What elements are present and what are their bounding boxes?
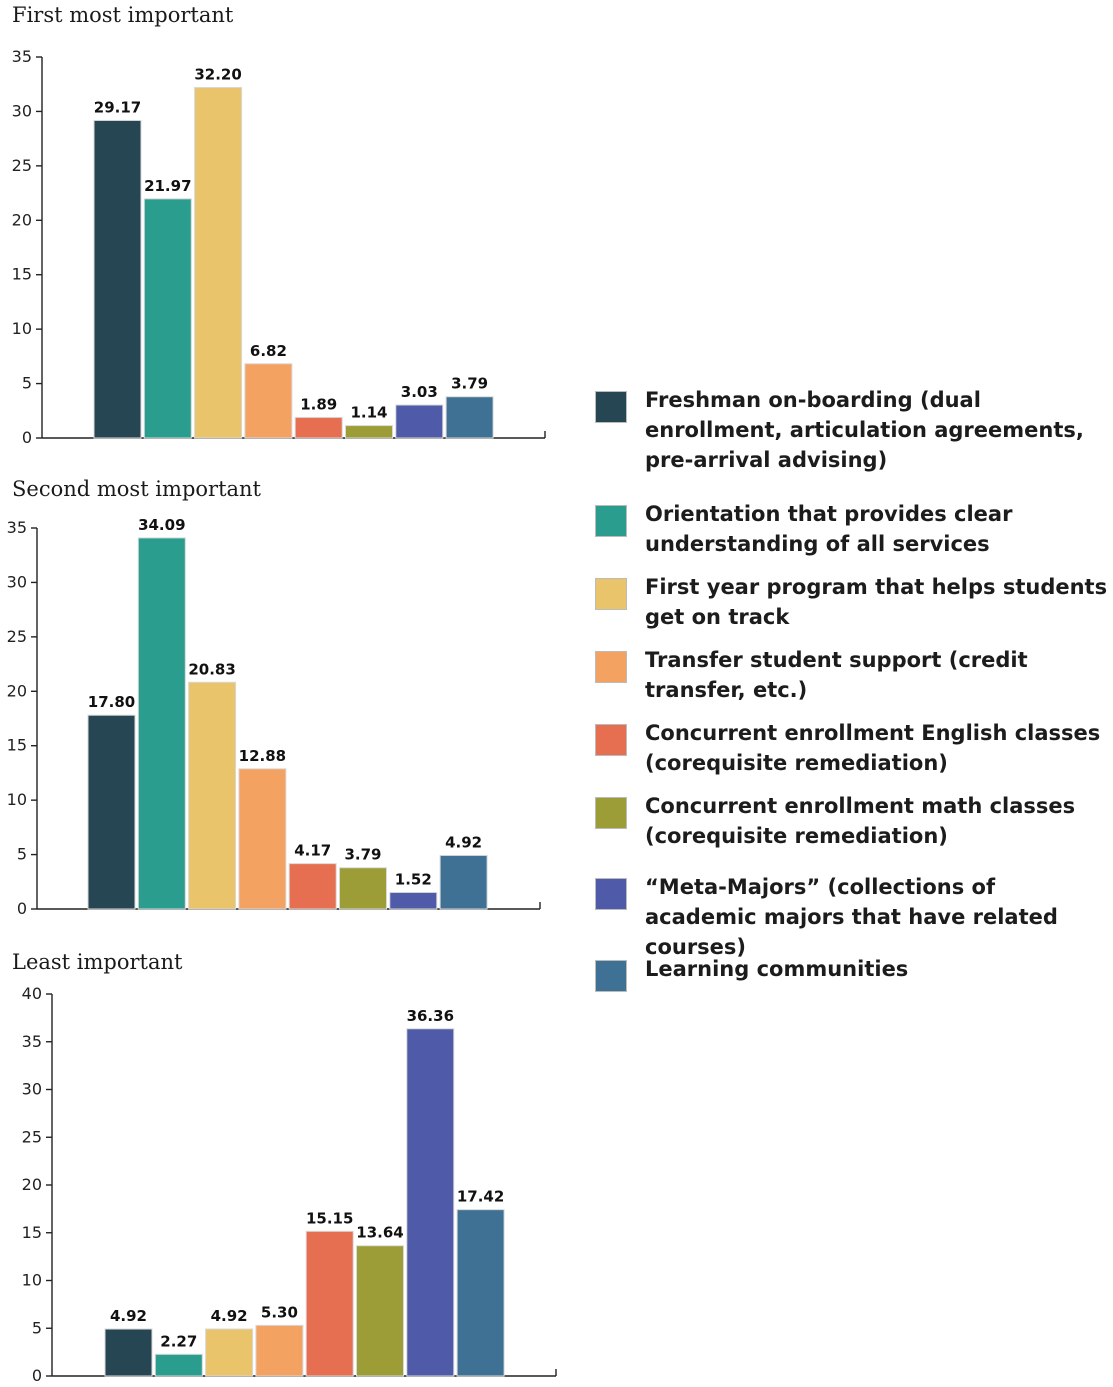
legend-label: Transfer student support (credit transfe… xyxy=(645,648,1028,702)
legend-swatch xyxy=(595,797,627,829)
data-label: 4.92 xyxy=(211,1307,248,1325)
bar xyxy=(93,119,142,439)
bar xyxy=(244,363,293,439)
data-label: 3.03 xyxy=(401,383,438,401)
data-label: 2.27 xyxy=(160,1332,197,1350)
chart-title: Second most important xyxy=(12,477,262,501)
y-tick-label: 20 xyxy=(7,681,27,700)
bar xyxy=(288,863,337,910)
y-tick-label: 5 xyxy=(22,374,32,393)
bar xyxy=(294,416,343,439)
y-tick-label: 25 xyxy=(12,156,32,175)
y-tick-label: 30 xyxy=(12,101,32,120)
bar xyxy=(356,1245,404,1377)
y-tick-label: 25 xyxy=(22,1127,42,1146)
legend-swatch xyxy=(595,505,627,537)
bar xyxy=(445,396,494,439)
data-label: 4.92 xyxy=(110,1307,147,1325)
data-label: 1.52 xyxy=(395,870,432,888)
y-tick-label: 15 xyxy=(12,265,32,284)
y-tick-label: 0 xyxy=(32,1366,42,1385)
data-label: 21.97 xyxy=(144,177,191,195)
y-tick-label: 30 xyxy=(7,572,27,591)
data-label: 6.82 xyxy=(250,342,287,360)
chart-title: Least important xyxy=(12,950,183,974)
y-tick-label: 10 xyxy=(22,1271,42,1290)
bar xyxy=(305,1230,354,1377)
legend-label: Freshman on-boarding (dual enrollment, a… xyxy=(645,388,1084,472)
legend-swatch xyxy=(595,724,627,756)
bar xyxy=(406,1028,455,1377)
bar xyxy=(154,1353,203,1377)
data-label: 4.92 xyxy=(445,833,482,851)
data-label: 12.88 xyxy=(239,747,286,765)
legend-label: First year program that helps students g… xyxy=(645,575,1108,629)
y-tick-label: 35 xyxy=(7,518,27,537)
data-label: 36.36 xyxy=(407,1007,454,1025)
data-label: 4.17 xyxy=(294,842,331,860)
bar xyxy=(439,854,488,910)
bar xyxy=(255,1324,304,1377)
data-label: 17.42 xyxy=(457,1188,504,1206)
bar xyxy=(143,198,192,439)
bar xyxy=(456,1209,505,1377)
y-tick-label: 35 xyxy=(12,47,32,66)
bar xyxy=(188,681,237,910)
data-label: 32.20 xyxy=(194,65,241,83)
bar xyxy=(345,425,393,439)
y-tick-label: 20 xyxy=(22,1175,42,1194)
y-tick-label: 15 xyxy=(7,736,27,755)
bar xyxy=(87,714,136,910)
y-tick-label: 0 xyxy=(22,428,32,447)
y-tick-label: 5 xyxy=(17,845,27,864)
y-tick-label: 40 xyxy=(22,984,42,1003)
y-tick-label: 15 xyxy=(22,1223,42,1242)
y-tick-label: 25 xyxy=(7,627,27,646)
data-label: 29.17 xyxy=(94,98,141,116)
data-label: 3.79 xyxy=(344,846,381,864)
legend-swatch xyxy=(595,391,627,423)
bar xyxy=(194,86,243,439)
data-label: 34.09 xyxy=(138,516,185,534)
legend-swatch xyxy=(595,878,627,910)
data-label: 13.64 xyxy=(356,1224,403,1242)
data-label: 20.83 xyxy=(188,660,235,678)
charts-canvas: First most important 0 5 10 15 20 25 30 35 29.17 2… xyxy=(7,3,557,1385)
legend-swatch xyxy=(595,651,627,683)
y-tick-label: 30 xyxy=(22,1080,42,1099)
y-tick-label: 5 xyxy=(32,1318,42,1337)
legend-label: Concurrent enrollment math classes (core… xyxy=(645,794,1076,848)
y-tick-label: 10 xyxy=(12,319,32,338)
bar xyxy=(205,1328,254,1377)
data-label: 5.30 xyxy=(261,1303,298,1321)
bar xyxy=(104,1328,153,1377)
bar xyxy=(137,537,186,910)
y-tick-label: 0 xyxy=(17,899,27,918)
legend-label: Learning communities xyxy=(645,957,909,981)
y-tick-label: 35 xyxy=(22,1032,42,1051)
legend-label: Concurrent enrollment English classes (c… xyxy=(645,721,1101,775)
y-tick-label: 20 xyxy=(12,210,32,229)
bar xyxy=(395,404,444,439)
legend-label: Orientation that provides clear understa… xyxy=(645,502,1013,556)
data-label: 1.14 xyxy=(350,404,387,422)
chart-title: First most important xyxy=(12,3,234,27)
data-label: 1.89 xyxy=(300,395,337,413)
data-label: 17.80 xyxy=(88,693,135,711)
bar xyxy=(389,891,438,910)
bar xyxy=(238,768,287,910)
legend-swatch xyxy=(595,960,627,992)
legend-label: “Meta-Majors” (collections of academic m… xyxy=(645,875,1058,959)
data-label: 15.15 xyxy=(306,1209,353,1227)
data-label: 3.79 xyxy=(451,375,488,393)
bar xyxy=(339,867,387,910)
legend-swatch xyxy=(595,578,627,610)
y-tick-label: 10 xyxy=(7,790,27,809)
